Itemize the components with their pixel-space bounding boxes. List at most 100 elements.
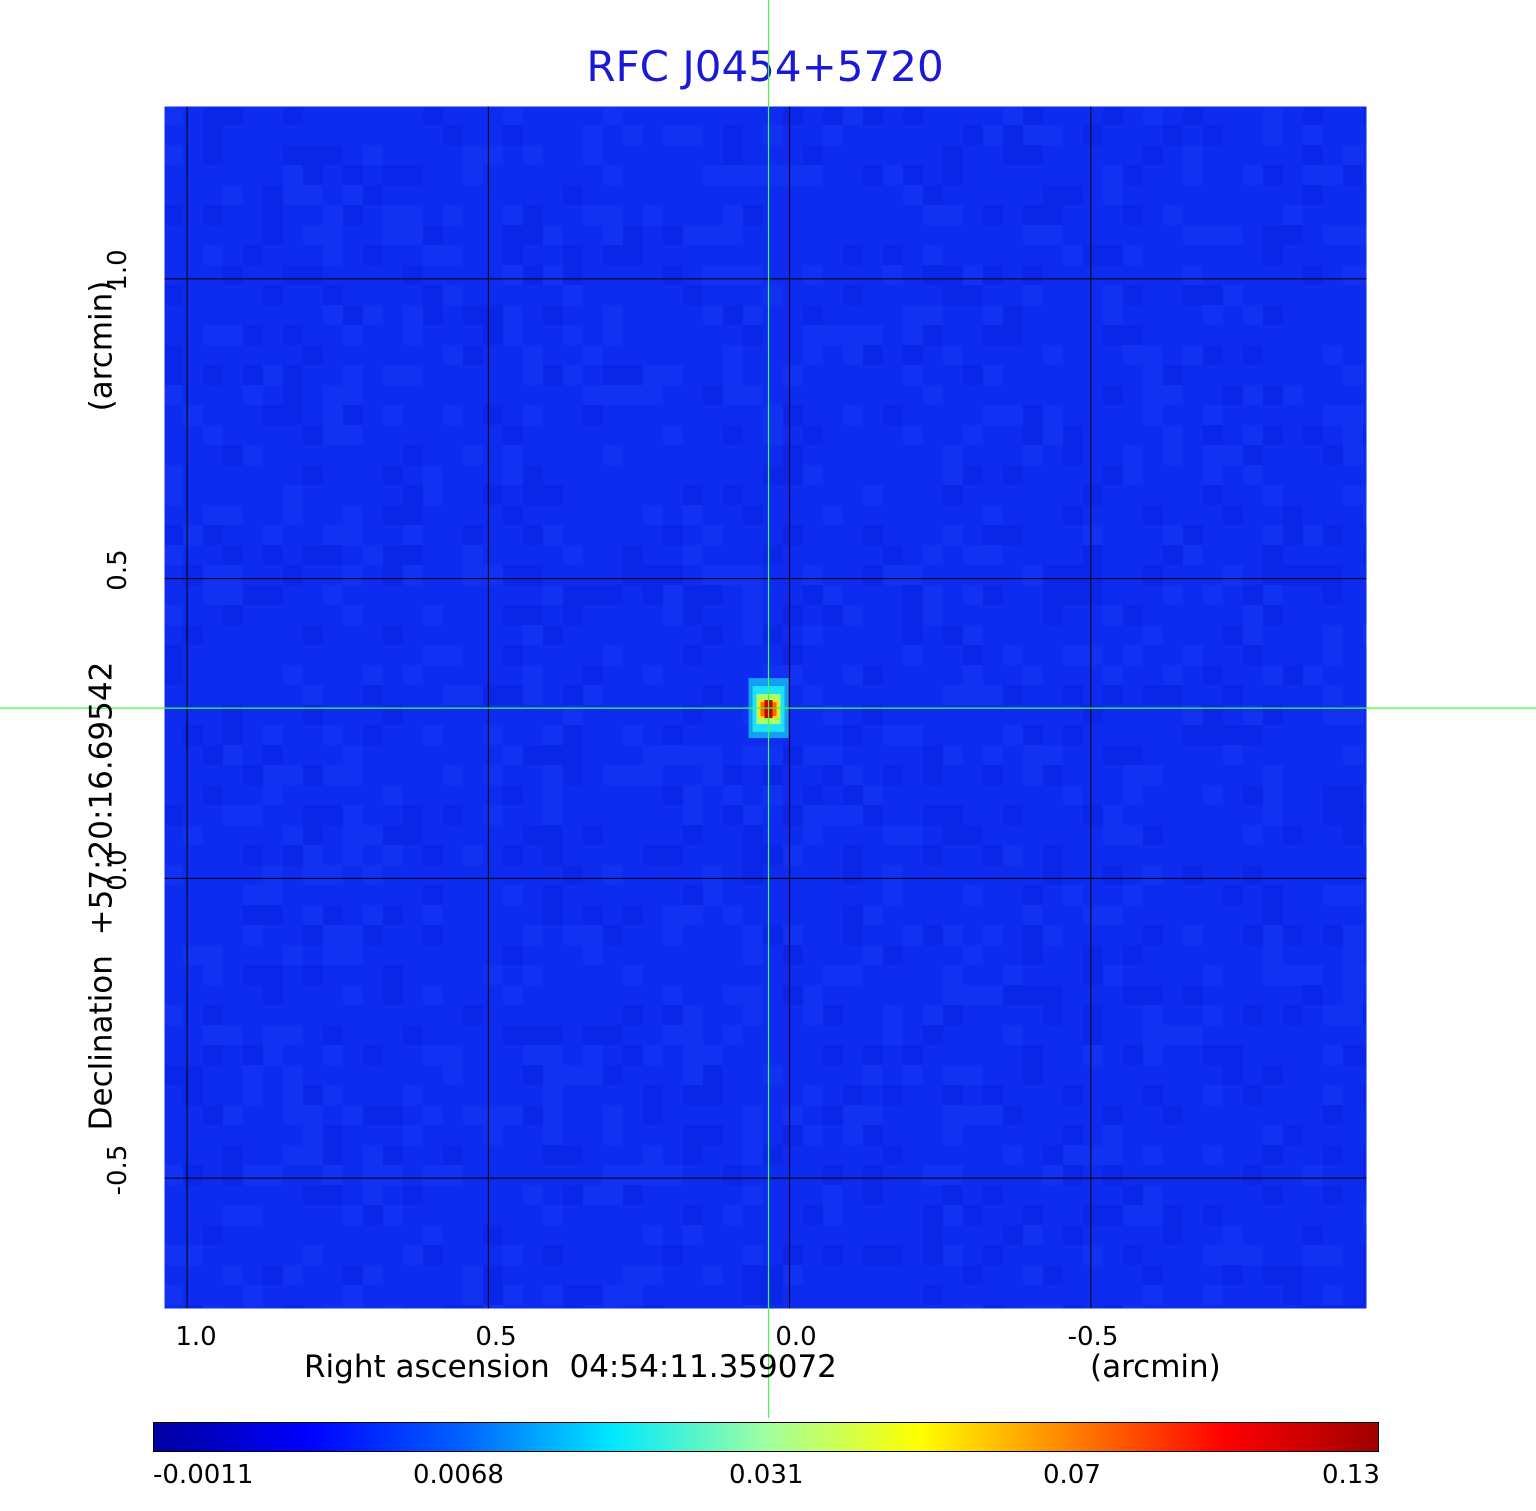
noise-cell xyxy=(1223,885,1243,905)
noise-cell xyxy=(1183,865,1203,885)
noise-cell xyxy=(1103,865,1123,885)
noise-cell xyxy=(163,1065,183,1085)
noise-cell xyxy=(203,125,223,145)
noise-cell xyxy=(383,225,403,245)
noise-cell xyxy=(1043,985,1063,1005)
noise-cell xyxy=(383,205,403,225)
noise-cell xyxy=(543,765,563,785)
noise-cell xyxy=(703,525,723,545)
noise-cell xyxy=(1063,1225,1083,1245)
noise-cell xyxy=(743,165,763,185)
noise-cell xyxy=(163,285,183,305)
noise-cell xyxy=(1263,1265,1283,1285)
noise-cell xyxy=(503,945,523,965)
noise-cell xyxy=(1083,545,1103,565)
noise-cell xyxy=(1163,665,1183,685)
noise-cell xyxy=(323,525,343,545)
noise-cell xyxy=(383,845,403,865)
noise-cell xyxy=(303,845,323,865)
noise-cell xyxy=(623,1005,643,1025)
noise-cell xyxy=(343,425,363,445)
noise-cell xyxy=(863,525,883,545)
noise-cell xyxy=(363,1205,383,1225)
noise-cell xyxy=(903,925,923,945)
noise-cell xyxy=(1143,345,1163,365)
noise-cell xyxy=(723,125,743,145)
noise-cell xyxy=(703,265,723,285)
noise-cell xyxy=(203,365,223,385)
noise-cell xyxy=(443,1145,463,1165)
noise-cell xyxy=(1023,945,1043,965)
noise-cell xyxy=(1343,1305,1363,1310)
noise-cell xyxy=(923,1165,943,1185)
noise-cell xyxy=(703,165,723,185)
noise-cell xyxy=(163,345,183,365)
noise-cell xyxy=(1003,145,1023,165)
noise-cell xyxy=(243,1285,263,1305)
noise-cell xyxy=(1223,225,1243,245)
noise-cell xyxy=(743,745,763,765)
noise-cell xyxy=(803,1005,823,1025)
noise-cell xyxy=(283,325,303,345)
noise-cell xyxy=(883,545,903,565)
noise-cell xyxy=(963,665,983,685)
noise-cell xyxy=(1183,645,1203,665)
noise-cell xyxy=(643,745,663,765)
noise-cell xyxy=(563,245,583,265)
noise-cell xyxy=(1083,1005,1103,1025)
noise-cell xyxy=(1363,485,1368,505)
noise-cell xyxy=(563,865,583,885)
noise-cell xyxy=(1143,1285,1163,1305)
noise-cell xyxy=(1143,985,1163,1005)
noise-cell xyxy=(863,1245,883,1265)
noise-cell xyxy=(1323,1145,1343,1165)
noise-cell xyxy=(1263,385,1283,405)
noise-cell xyxy=(603,445,623,465)
noise-cell xyxy=(1363,225,1368,245)
noise-cell xyxy=(343,385,363,405)
noise-cell xyxy=(483,145,503,165)
noise-cell xyxy=(843,905,863,925)
noise-cell xyxy=(543,1065,563,1085)
noise-cell xyxy=(243,385,263,405)
noise-cell xyxy=(263,225,283,245)
noise-cell xyxy=(1203,1045,1223,1065)
noise-cell xyxy=(1183,725,1203,745)
noise-cell xyxy=(623,1285,643,1305)
noise-cell xyxy=(1123,465,1143,485)
noise-cell xyxy=(723,265,743,285)
noise-cell xyxy=(1263,885,1283,905)
noise-cell xyxy=(523,965,543,985)
noise-cell xyxy=(723,805,743,825)
noise-cell xyxy=(383,1305,403,1310)
noise-cell xyxy=(1243,785,1263,805)
noise-cell xyxy=(1103,1145,1123,1165)
noise-cell xyxy=(683,605,703,625)
noise-cell xyxy=(1343,825,1363,845)
noise-cell xyxy=(1183,265,1203,285)
noise-cell xyxy=(303,625,323,645)
noise-cell xyxy=(643,585,663,605)
noise-cell xyxy=(943,205,963,225)
noise-cell xyxy=(923,325,943,345)
noise-cell xyxy=(1083,1145,1103,1165)
noise-cell xyxy=(743,1145,763,1165)
noise-cell xyxy=(963,885,983,905)
noise-cell xyxy=(603,925,623,945)
noise-cell xyxy=(883,565,903,585)
noise-cell xyxy=(623,385,643,405)
noise-cell xyxy=(723,145,743,165)
noise-cell xyxy=(1183,345,1203,365)
noise-cell xyxy=(1123,1205,1143,1225)
noise-cell xyxy=(743,1305,763,1310)
noise-cell xyxy=(203,745,223,765)
noise-cell xyxy=(423,1105,443,1125)
noise-cell xyxy=(1363,1285,1368,1305)
noise-cell xyxy=(503,1025,523,1045)
noise-cell xyxy=(1323,885,1343,905)
noise-cell xyxy=(1283,1265,1303,1285)
noise-cell xyxy=(643,1045,663,1065)
noise-cell xyxy=(683,805,703,825)
noise-cell xyxy=(783,925,803,945)
